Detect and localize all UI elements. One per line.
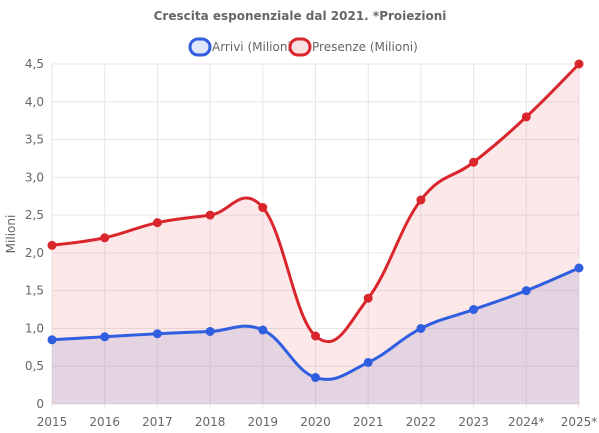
x-tick-label: 2022 <box>406 415 437 429</box>
data-point-presenze[interactable] <box>469 157 479 167</box>
data-point-presenze[interactable] <box>311 331 320 341</box>
y-tick-label: 0 <box>36 397 44 411</box>
data-point-arrivi[interactable] <box>521 286 531 296</box>
y-tick-labels: 0 0,5 1,0 1,5 2,0 2,5 3,0 3,5 4,0 4,5 <box>25 57 44 411</box>
legend-swatch-presenze <box>288 37 312 57</box>
y-tick-label: 2,0 <box>25 246 44 260</box>
y-axis-label: Milioni <box>4 215 18 254</box>
y-tick-label: 2,5 <box>25 208 44 222</box>
y-tick-label: 4,5 <box>25 57 44 71</box>
data-point-arrivi[interactable] <box>574 263 584 273</box>
x-tick-label: 2020 <box>300 415 331 429</box>
data-point-arrivi[interactable] <box>469 305 479 315</box>
x-tick-label: 2023 <box>458 415 489 429</box>
data-point-presenze[interactable] <box>100 233 110 243</box>
data-point-arrivi[interactable] <box>363 357 373 367</box>
data-point-presenze[interactable] <box>152 218 162 228</box>
data-point-presenze[interactable] <box>205 210 215 220</box>
y-tick-label: 0,5 <box>25 359 44 373</box>
legend[interactable]: Arrivi (Milioni) Presenze (Milioni) <box>188 37 418 57</box>
data-point-presenze[interactable] <box>416 195 426 205</box>
legend-item-arrivi[interactable]: Arrivi (Milioni) <box>188 37 295 57</box>
data-point-presenze[interactable] <box>363 293 373 303</box>
x-tick-label: 2021 <box>353 415 384 429</box>
chart-title: Crescita esponenziale dal 2021. *Proiezi… <box>154 9 447 23</box>
x-tick-label: 2016 <box>89 415 120 429</box>
y-tick-label: 3,5 <box>25 133 44 147</box>
data-point-arrivi[interactable] <box>205 326 215 336</box>
y-tick-label: 1,5 <box>25 284 44 298</box>
legend-label-presenze: Presenze (Milioni) <box>312 40 418 54</box>
data-point-presenze[interactable] <box>574 59 584 69</box>
data-point-presenze[interactable] <box>258 203 268 213</box>
data-point-arrivi[interactable] <box>258 325 268 335</box>
grid <box>51 63 580 409</box>
legend-label-arrivi: Arrivi (Milioni) <box>212 40 295 54</box>
x-tick-label: 2025* <box>561 415 598 429</box>
x-tick-label: 2015 <box>37 415 68 429</box>
x-tick-label: 2017 <box>142 415 173 429</box>
y-tick-label: 4,0 <box>25 95 44 109</box>
series-area-arrivi <box>52 268 579 404</box>
x-tick-labels: 2015 2016 2017 2018 2019 2020 2021 2022 2023 2024… <box>37 415 598 429</box>
x-tick-label: 2019 <box>248 415 279 429</box>
data-point-arrivi[interactable] <box>152 329 162 339</box>
legend-swatch-arrivi <box>188 37 212 57</box>
data-point-arrivi[interactable] <box>47 335 57 345</box>
legend-item-presenze[interactable]: Presenze (Milioni) <box>288 37 418 57</box>
y-tick-label: 1,0 <box>25 321 44 335</box>
y-tick-label: 3,0 <box>25 170 44 184</box>
data-point-arrivi[interactable] <box>100 332 110 342</box>
data-point-presenze[interactable] <box>47 240 57 250</box>
series-points <box>47 59 584 383</box>
data-point-arrivi[interactable] <box>416 323 426 333</box>
x-tick-label: 2024* <box>508 415 545 429</box>
data-point-arrivi[interactable] <box>311 373 320 383</box>
data-point-presenze[interactable] <box>521 112 531 122</box>
x-tick-label: 2018 <box>195 415 226 429</box>
